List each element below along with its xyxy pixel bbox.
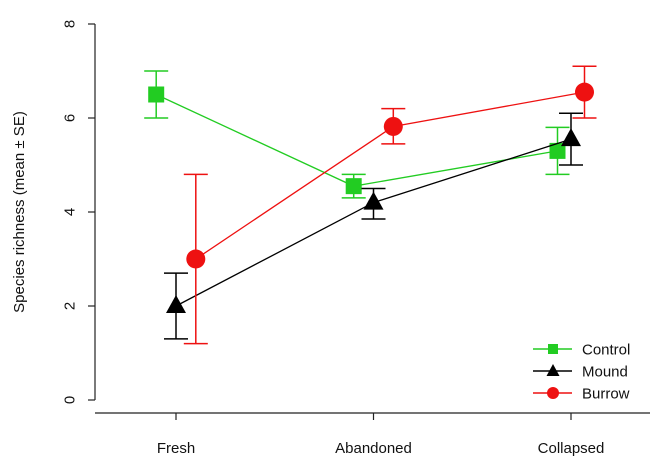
data-point-burrow (575, 82, 594, 102)
data-point-mound (166, 295, 186, 313)
legend-circle-icon (547, 387, 559, 399)
y-axis: 0 2 4 6 8 (61, 20, 96, 404)
y-tick-label: 6 (61, 114, 78, 122)
series-burrow (183, 65, 597, 345)
y-axis-title: Species richness (mean ± SE) (11, 111, 28, 313)
series-line-mound (175, 138, 572, 307)
data-point-control (345, 178, 362, 195)
x-axis: Fresh Abandoned Collapsed (95, 412, 650, 456)
legend-square-icon (548, 344, 558, 354)
y-tick-label: 2 (61, 302, 78, 310)
legend-item-burrow: Burrow (533, 385, 630, 402)
legend-item-control: Control (533, 341, 630, 358)
data-point-control (549, 142, 566, 159)
x-tick-label: Abandoned (335, 440, 412, 456)
data-point-burrow (186, 249, 206, 269)
x-tick-label: Fresh (157, 440, 195, 456)
data-point-mound (363, 191, 384, 210)
series-mound (164, 112, 583, 340)
legend-triangle-icon (546, 364, 560, 376)
x-tick-label: Collapsed (538, 440, 605, 456)
y-tick-label: 4 (61, 208, 78, 216)
legend-item-mound: Mound (533, 363, 628, 380)
legend-label-control: Control (582, 341, 630, 358)
legend-label-mound: Mound (582, 363, 628, 380)
data-point-control (148, 86, 165, 103)
series-control (144, 70, 570, 199)
legend: Control Mound Burrow (533, 341, 630, 402)
legend-label-burrow: Burrow (582, 385, 630, 402)
series-line-burrow (195, 91, 585, 260)
y-tick-label: 0 (61, 396, 78, 404)
data-point-burrow (383, 116, 403, 136)
series-layer (144, 65, 597, 345)
data-point-mound (561, 128, 581, 147)
y-tick-label: 8 (61, 20, 78, 28)
